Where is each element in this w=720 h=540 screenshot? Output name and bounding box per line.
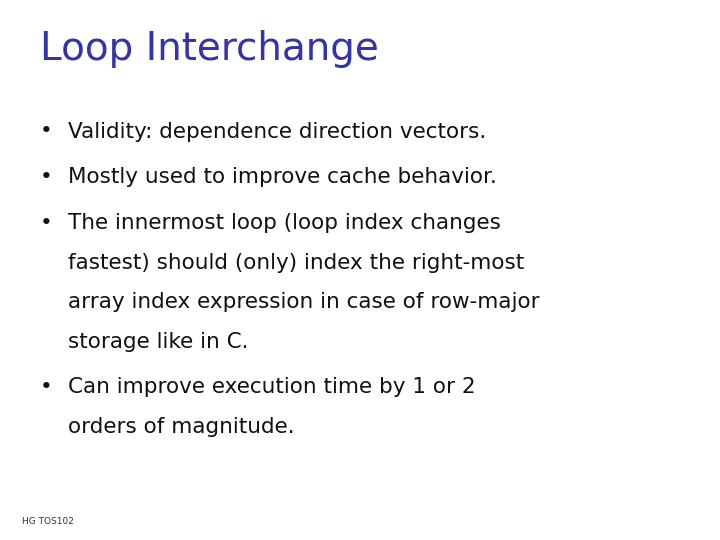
Text: •: •: [40, 213, 53, 233]
Text: orders of magnitude.: orders of magnitude.: [68, 417, 295, 437]
Text: Can improve execution time by 1 or 2: Can improve execution time by 1 or 2: [68, 377, 476, 397]
Text: Validity: dependence direction vectors.: Validity: dependence direction vectors.: [68, 122, 487, 141]
Text: fastest) should (only) index the right-most: fastest) should (only) index the right-m…: [68, 253, 525, 273]
Text: •: •: [40, 377, 53, 397]
Text: array index expression in case of row-major: array index expression in case of row-ma…: [68, 292, 540, 312]
Text: •: •: [40, 122, 53, 141]
Text: Mostly used to improve cache behavior.: Mostly used to improve cache behavior.: [68, 167, 498, 187]
Text: The innermost loop (loop index changes: The innermost loop (loop index changes: [68, 213, 501, 233]
Text: HG TOS102: HG TOS102: [22, 517, 73, 526]
Text: storage like in C.: storage like in C.: [68, 332, 249, 352]
Text: Loop Interchange: Loop Interchange: [40, 30, 379, 68]
Text: •: •: [40, 167, 53, 187]
